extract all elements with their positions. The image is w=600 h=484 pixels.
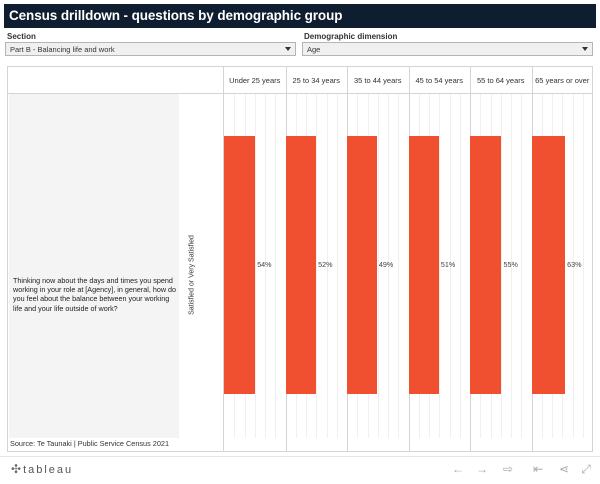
bar-value-label: 51% — [440, 260, 456, 269]
gridline — [521, 94, 523, 438]
gridline — [316, 94, 318, 438]
dimension-dropdown-value: Age — [307, 45, 321, 54]
bar-value-label: 55% — [503, 260, 518, 269]
source-note: Source: Te Taunaki | Public Service Cens… — [10, 439, 170, 448]
gridline — [388, 94, 389, 438]
undo-icon[interactable]: ← — [452, 462, 464, 476]
tableau-toolbar: ✣ tableau ← → ⇨ ⇤ ⋖ ⤢ — [0, 456, 600, 484]
reset-icon[interactable]: ⇤ — [532, 462, 544, 476]
revert-icon[interactable]: ⇨ — [502, 462, 514, 476]
chart-area[interactable]: Thinking now about the days and times yo… — [7, 66, 593, 452]
gridline — [275, 94, 277, 438]
chevron-down-icon[interactable] — [582, 47, 588, 51]
gridline — [459, 94, 461, 438]
bar-value-label: 52% — [318, 260, 333, 269]
gridline — [336, 94, 338, 438]
dashboard-title-bar: Census drilldown - questions by demograp… — [4, 4, 596, 28]
dimension-dropdown[interactable]: Age — [302, 42, 593, 56]
column-header: Under 25 years — [229, 76, 281, 85]
column-header: 55 to 64 years — [476, 76, 525, 85]
dimension-filter-label: Demographic dimension — [304, 32, 398, 41]
bar-value-label: 49% — [378, 260, 394, 269]
section-dropdown-value: Part B - Balancing life and work — [10, 45, 115, 54]
column-separator — [223, 67, 224, 452]
question-text: Thinking now about the days and times yo… — [13, 276, 177, 313]
gridline — [449, 94, 451, 438]
gridline — [572, 94, 574, 438]
bar[interactable] — [470, 136, 502, 394]
gridline — [377, 94, 379, 438]
chevron-down-icon[interactable] — [285, 47, 291, 51]
gridline — [326, 94, 328, 438]
column-header: 35 to 44 years — [353, 76, 402, 85]
gridline — [398, 94, 400, 438]
question-panel: Thinking now about the days and times yo… — [9, 94, 179, 438]
bar-value-label: 54% — [257, 260, 272, 269]
dimension-filter[interactable]: Demographic dimension Age — [302, 32, 593, 60]
gridline — [254, 94, 256, 438]
bar[interactable] — [224, 136, 256, 394]
bar-value-label: 63% — [567, 260, 582, 269]
row-label: Satisfied or Very Satisfied — [188, 235, 196, 315]
tableau-logo[interactable]: ✣ tableau — [11, 462, 74, 476]
section-filter[interactable]: Section Part B - Balancing life and work — [5, 32, 296, 60]
gridline — [511, 94, 512, 438]
section-dropdown[interactable]: Part B - Balancing life and work — [5, 42, 296, 56]
share-icon[interactable]: ⋖ — [558, 462, 570, 476]
column-header: 25 to 34 years — [292, 76, 341, 85]
fullscreen-icon[interactable]: ⤢ — [581, 462, 591, 476]
bar[interactable] — [531, 136, 566, 394]
bar[interactable] — [347, 136, 377, 394]
redo-icon[interactable]: → — [476, 462, 488, 476]
gridline — [439, 94, 441, 438]
bar[interactable] — [285, 136, 317, 394]
dashboard-title: Census drilldown - questions by demograp… — [9, 8, 343, 23]
column-header: 65 years or over — [535, 76, 590, 85]
section-filter-label: Section — [7, 32, 36, 41]
gridline — [582, 94, 584, 438]
header-divider — [8, 93, 592, 94]
bar[interactable] — [408, 136, 439, 394]
column-header: 45 to 54 years — [415, 76, 464, 85]
gridline — [265, 94, 266, 438]
